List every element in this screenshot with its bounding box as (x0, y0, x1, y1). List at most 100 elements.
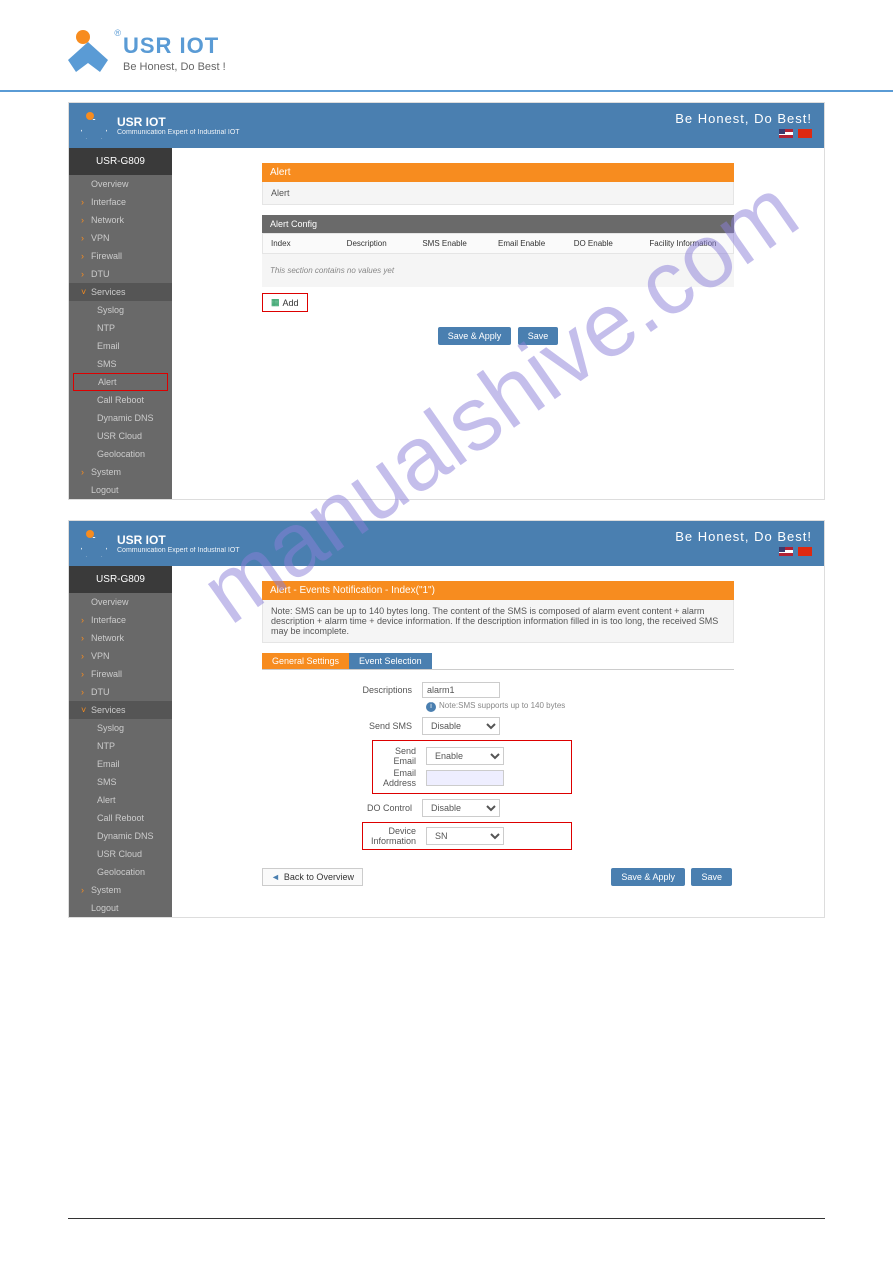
device-info-select[interactable]: SN (426, 827, 504, 845)
language-flags[interactable] (675, 129, 812, 140)
row-do-control: DO Control Disable (262, 799, 734, 817)
save-apply-button[interactable]: Save & Apply (611, 868, 685, 886)
descriptions-note: iNote:SMS supports up to 140 bytes (426, 701, 565, 712)
back-label: Back to Overview (284, 872, 354, 882)
sidebar-subitem-alert[interactable]: Alert (69, 791, 172, 809)
tab-event[interactable]: Event Selection (349, 653, 432, 669)
section-title: Alert (262, 163, 734, 182)
descriptions-input[interactable] (422, 682, 500, 698)
sidebar-item-firewall[interactable]: Firewall (69, 247, 172, 265)
sidebar-item-vpn[interactable]: VPN (69, 647, 172, 665)
header-title: USR IOT (117, 533, 240, 547)
screenshot-panel-1: USR IOT Communication Expert of Industri… (68, 102, 825, 500)
sidebar-item-system[interactable]: System (69, 881, 172, 899)
sidebar-subitem-ddns[interactable]: Dynamic DNS (69, 827, 172, 845)
email-address-label: Email Address (376, 768, 426, 788)
logo-subtitle: Be Honest, Do Best ! (123, 61, 226, 73)
col-description: Description (347, 239, 423, 248)
header-subtitle: Communication Expert of Industrial IOT (117, 129, 240, 136)
flag-cn-icon[interactable] (798, 547, 812, 556)
sidebar-subitem-email[interactable]: Email (69, 755, 172, 773)
plus-icon: ▦ (271, 297, 280, 308)
row-descriptions: Descriptions (262, 682, 734, 698)
sidebar: USR-G809 Overview Interface Network VPN … (69, 148, 172, 499)
sidebar-item-logout[interactable]: Logout (69, 899, 172, 917)
sidebar-item-network[interactable]: Network (69, 629, 172, 647)
logo: ® USR IOT Be Honest, Do Best ! (68, 30, 893, 75)
email-address-input[interactable] (426, 770, 504, 786)
save-apply-button[interactable]: Save & Apply (438, 327, 512, 345)
header-logo-icon (81, 112, 109, 140)
send-sms-label: Send SMS (262, 721, 422, 731)
sidebar-item-firewall[interactable]: Firewall (69, 665, 172, 683)
sidebar-item-interface[interactable]: Interface (69, 611, 172, 629)
header-title: USR IOT (117, 115, 240, 129)
sidebar-item-services[interactable]: Services (69, 283, 172, 301)
device-info-label: Device Information (366, 826, 426, 846)
sidebar-item-network[interactable]: Network (69, 211, 172, 229)
sidebar-subitem-email[interactable]: Email (69, 337, 172, 355)
sidebar-item-interface[interactable]: Interface (69, 193, 172, 211)
sidebar-subitem-usrcloud[interactable]: USR Cloud (69, 427, 172, 445)
sidebar-item-overview[interactable]: Overview (69, 175, 172, 193)
col-facility: Facility Information (649, 239, 725, 248)
header-subtitle: Communication Expert of Industrial IOT (117, 547, 240, 554)
sidebar-item-system[interactable]: System (69, 463, 172, 481)
config-header: Alert Config (262, 215, 734, 233)
sidebar-subitem-ntp[interactable]: NTP (69, 319, 172, 337)
header-logo-icon (81, 530, 109, 558)
empty-message: This section contains no values yet (262, 254, 734, 287)
sidebar-device: USR-G809 (69, 566, 172, 593)
sidebar-item-dtu[interactable]: DTU (69, 683, 172, 701)
save-button[interactable]: Save (518, 327, 559, 345)
back-button[interactable]: ◄ Back to Overview (262, 868, 363, 886)
tabs: General Settings Event Selection (262, 653, 734, 670)
do-control-select[interactable]: Disable (422, 799, 500, 817)
send-email-select[interactable]: Enable (426, 747, 504, 765)
page-footer-rule (68, 1218, 825, 1219)
add-button[interactable]: ▦ Add (262, 293, 308, 312)
sidebar-subitem-syslog[interactable]: Syslog (69, 719, 172, 737)
header-slogan: Be Honest, Do Best! (675, 529, 812, 544)
sidebar-subitem-sms[interactable]: SMS (69, 355, 172, 373)
send-email-label: Send Email (376, 746, 426, 766)
send-sms-select[interactable]: Disable (422, 717, 500, 735)
logo-icon: ® (68, 30, 113, 75)
app-header: USR IOT Communication Expert of Industri… (69, 103, 824, 148)
sidebar-item-logout[interactable]: Logout (69, 481, 172, 499)
do-control-label: DO Control (262, 803, 422, 813)
logo-title: USR IOT (123, 33, 226, 59)
sidebar-subitem-callreboot[interactable]: Call Reboot (69, 391, 172, 409)
save-button[interactable]: Save (691, 868, 732, 886)
flag-us-icon[interactable] (779, 547, 793, 556)
app-header: USR IOT Communication Expert of Industri… (69, 521, 824, 566)
sidebar-subitem-alert[interactable]: Alert (73, 373, 168, 391)
sidebar-subitem-sms[interactable]: SMS (69, 773, 172, 791)
row-send-sms: Send SMS Disable (262, 717, 734, 735)
content-area: Alert Alert Alert Config Index Descripti… (172, 148, 824, 499)
config-table-head: Index Description SMS Enable Email Enabl… (262, 233, 734, 254)
sidebar-item-services[interactable]: Services (69, 701, 172, 719)
sidebar-subitem-usrcloud[interactable]: USR Cloud (69, 845, 172, 863)
tab-general[interactable]: General Settings (262, 653, 349, 669)
col-sms: SMS Enable (422, 239, 498, 248)
info-icon: i (426, 702, 436, 712)
col-index: Index (271, 239, 347, 248)
language-flags[interactable] (675, 547, 812, 558)
sidebar-device: USR-G809 (69, 148, 172, 175)
sidebar-subitem-geolocation[interactable]: Geolocation (69, 863, 172, 881)
sidebar-subitem-ddns[interactable]: Dynamic DNS (69, 409, 172, 427)
sidebar-item-dtu[interactable]: DTU (69, 265, 172, 283)
flag-us-icon[interactable] (779, 129, 793, 138)
registered-mark: ® (114, 28, 121, 38)
sidebar-item-vpn[interactable]: VPN (69, 229, 172, 247)
sidebar-subitem-ntp[interactable]: NTP (69, 737, 172, 755)
add-label: Add (283, 298, 299, 308)
sidebar-subitem-geolocation[interactable]: Geolocation (69, 445, 172, 463)
flag-cn-icon[interactable] (798, 129, 812, 138)
back-arrow-icon: ◄ (271, 872, 280, 882)
sidebar-subitem-syslog[interactable]: Syslog (69, 301, 172, 319)
screenshot-panel-2: USR IOT Communication Expert of Industri… (68, 520, 825, 918)
sidebar-subitem-callreboot[interactable]: Call Reboot (69, 809, 172, 827)
sidebar-item-overview[interactable]: Overview (69, 593, 172, 611)
